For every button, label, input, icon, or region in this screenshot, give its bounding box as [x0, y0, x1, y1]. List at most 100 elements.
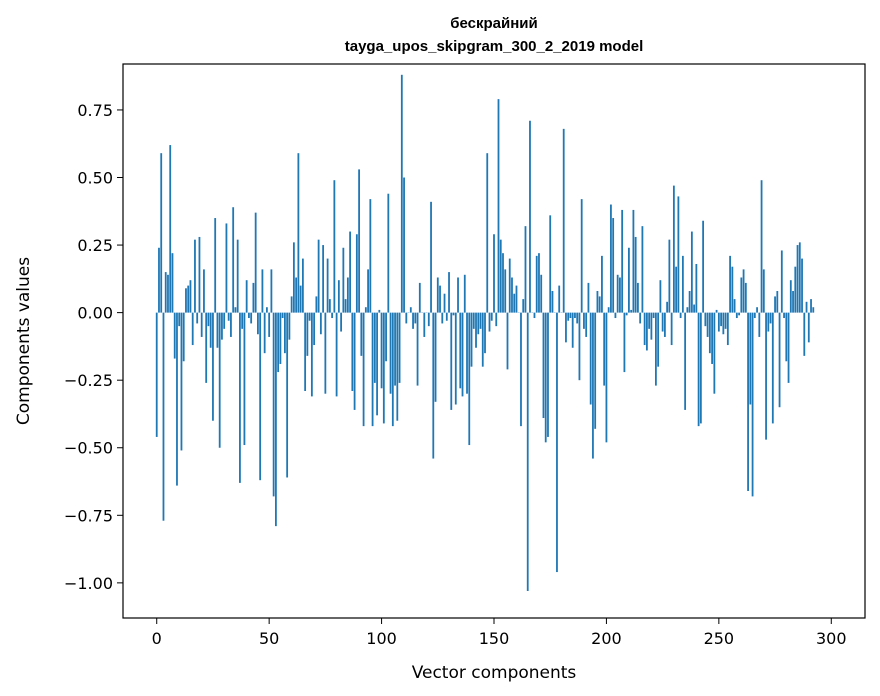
bar: [427, 312, 430, 327]
bar: [472, 312, 475, 329]
bar: [158, 247, 160, 313]
bar: [747, 312, 749, 491]
bar: [657, 312, 660, 367]
bar: [466, 312, 468, 394]
bar: [254, 212, 257, 313]
bar: [418, 282, 421, 313]
bar: [236, 239, 239, 313]
bar: [758, 312, 761, 337]
bar: [454, 312, 457, 405]
x-ticks-group: 0 50 100 150 200 250 300: [152, 618, 847, 648]
bar: [290, 296, 293, 313]
bar: [708, 312, 711, 354]
bar: [567, 312, 570, 321]
bar: [576, 312, 579, 324]
bar: [349, 231, 351, 313]
bar: [675, 266, 678, 313]
bar: [706, 312, 709, 337]
y-tick-label: −0.75: [64, 506, 113, 525]
bar: [463, 274, 466, 313]
bar: [173, 312, 176, 359]
bar: [798, 242, 801, 313]
y-tick-label: −0.50: [64, 439, 113, 458]
x-tick-label: 50: [259, 629, 279, 648]
bar: [614, 312, 617, 319]
bar: [551, 291, 554, 313]
bar: [344, 299, 347, 313]
bar: [283, 312, 286, 354]
bar: [652, 312, 655, 319]
bar: [299, 285, 302, 313]
bar: [711, 312, 714, 364]
bar: [301, 258, 304, 313]
bar: [623, 312, 626, 373]
bar: [326, 258, 329, 313]
bar: [376, 312, 378, 416]
bar: [295, 277, 298, 313]
bar: [490, 312, 493, 321]
y-tick-label: −0.25: [64, 371, 113, 390]
bar: [735, 312, 738, 319]
bar: [810, 299, 812, 313]
y-ticks-group: −1.00 −0.75 −0.50 −0.25 0.00 0.25 0.50 0.75: [64, 101, 123, 593]
bar: [571, 312, 574, 348]
bar: [470, 312, 473, 367]
bar: [616, 274, 619, 313]
bar: [679, 312, 682, 319]
bar: [475, 312, 477, 348]
bar: [515, 285, 518, 313]
bar: [263, 312, 266, 354]
bar: [704, 312, 707, 327]
bar: [524, 226, 527, 313]
bar: [549, 215, 552, 313]
bar: [371, 312, 374, 427]
y-axis-label: Components values: [14, 257, 34, 425]
bar: [583, 312, 585, 329]
bar: [625, 312, 628, 316]
bar: [461, 312, 464, 397]
bar: [322, 245, 325, 313]
bar: [270, 269, 273, 313]
bar: [792, 291, 794, 313]
bar: [639, 312, 642, 324]
bars-group: [155, 74, 815, 591]
bar: [221, 312, 223, 340]
bar: [373, 312, 376, 383]
bar: [717, 312, 720, 332]
bar: [450, 312, 453, 410]
bar: [715, 309, 718, 313]
bar: [194, 239, 196, 313]
bar: [216, 312, 219, 348]
bar: [513, 293, 516, 313]
chart-title: бескрайний: [450, 15, 538, 32]
bar: [713, 312, 716, 394]
bar: [533, 312, 536, 319]
bar: [292, 242, 295, 313]
bar: [205, 312, 208, 383]
bar: [610, 204, 612, 313]
bar: [304, 312, 307, 391]
bar: [232, 207, 235, 313]
x-tick-label: 250: [704, 629, 735, 648]
bar: [387, 193, 390, 313]
bar: [688, 291, 691, 313]
bar: [740, 277, 743, 313]
bar: [619, 277, 621, 313]
bar: [769, 312, 772, 324]
bar: [601, 255, 603, 313]
bar: [351, 312, 354, 391]
bar: [778, 312, 781, 408]
bar: [659, 280, 662, 313]
bar: [164, 272, 167, 313]
bar: [670, 312, 673, 346]
bar: [277, 312, 280, 373]
bar: [762, 269, 765, 313]
bar: [378, 309, 381, 313]
bar: [248, 312, 250, 319]
bar: [547, 312, 549, 437]
bar: [380, 312, 383, 389]
bar: [434, 312, 437, 402]
bar: [169, 145, 172, 313]
bar: [328, 299, 331, 313]
bar: [538, 253, 540, 313]
